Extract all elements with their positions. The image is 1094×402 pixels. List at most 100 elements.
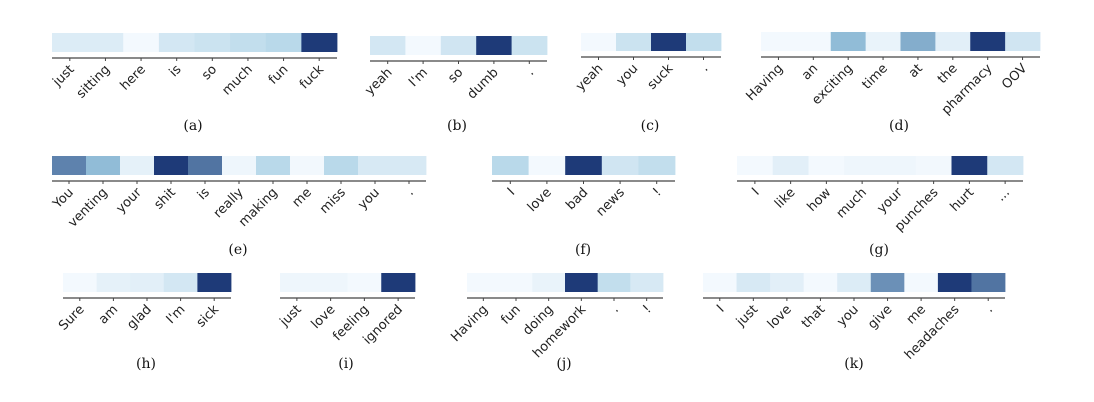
panel-caption: (k) [844,356,863,372]
heatmap-cell [770,273,805,292]
token-label: hurt [948,185,978,215]
panel-caption: (d) [889,118,909,134]
heatmap-cell [761,32,797,51]
heatmap-cell [130,273,165,292]
heatmap-cell [870,273,905,292]
heatmap-cell [528,156,566,175]
heatmap-cell [347,273,382,292]
token-label: . [983,302,997,316]
heatmap-cell [937,273,972,292]
heatmap-cell [87,33,124,52]
heatmap-cell [772,156,809,175]
heatmap-cell [565,273,599,292]
heatmap-cell [476,36,512,55]
heatmap-cell [230,33,267,52]
heatmap-cell [120,156,155,175]
heatmap-cell [467,273,501,292]
token-label: . [608,302,622,316]
token-label: you [834,302,861,329]
heatmap-cell [86,156,121,175]
heatmap-cell [197,273,232,292]
heatmap-cell [795,32,832,51]
heatmap-cell [686,33,722,51]
token-label: bad [563,185,591,213]
heatmap-cell [52,33,89,52]
heatmap-cell [256,156,291,175]
heatmap-cell [651,33,687,51]
token-label: your [874,185,906,217]
token-label: fun [266,62,292,88]
heatmap-cell [324,156,359,175]
heatmap-cell [499,273,533,292]
token-label: love [765,302,795,332]
heatmap-cell [280,273,315,292]
token-label: at [906,61,926,81]
token-label: Having [448,302,491,345]
heatmap-cell [830,32,867,51]
heatmap-cell [265,33,302,52]
token-label: is [167,62,185,80]
token-label: just [50,62,78,90]
token-label: how [805,185,835,215]
heatmap-cell [808,156,845,175]
heatmap-cell [915,156,952,175]
token-label: you [355,185,382,212]
heatmap-cell [158,33,195,52]
heatmap-cell [951,156,988,175]
token-label: yeah [573,61,606,94]
panel-caption: (g) [869,242,889,258]
heatmap-cell [616,33,652,51]
token-label: ! [640,302,654,316]
token-label: fun [498,302,524,328]
heatmap-cell [154,156,189,175]
token-label: like [772,185,798,211]
token-label: just [733,302,761,330]
heatmap-cell [638,156,676,175]
token-label: love [309,302,339,332]
heatmap-cell [837,273,872,292]
token-label: give [865,302,895,332]
heatmap-cell [736,273,771,292]
token-label: so [445,65,466,86]
token-label: I [505,185,518,198]
token-label: sick [194,302,223,331]
heatmap-cell [601,156,639,175]
heatmap-cell [358,156,393,175]
token-label: sitting [74,62,113,101]
panel-caption: (c) [641,118,660,134]
token-label: . [403,185,417,199]
token-label: . [524,65,538,79]
token-label: an [799,61,821,83]
token-label: news [594,185,629,220]
heatmap-cell [703,273,737,292]
heatmap-cell [222,156,257,175]
heatmap-cell [900,32,936,51]
token-label: I [749,185,762,198]
token-label: here [118,62,149,93]
heatmap-cell [163,273,198,292]
token-label: OOV [999,61,1030,92]
token-label: am [96,302,121,327]
heatmap-cell [370,36,406,55]
token-label: is [195,185,213,203]
token-label: just [277,302,305,330]
panel-caption: (f) [575,242,591,258]
heatmap-cell [737,156,774,175]
token-label: dumb [465,65,502,102]
token-label: your [114,185,146,217]
heatmap-cell [492,156,529,175]
token-label: me [290,185,315,210]
token-label: much [219,62,255,98]
heatmap-panel: yeah you suck . (c) [573,33,722,134]
token-label: much [834,185,870,221]
token-label: shit [151,185,178,212]
token-label: Sure [56,302,88,334]
heatmap-cell [803,273,838,292]
